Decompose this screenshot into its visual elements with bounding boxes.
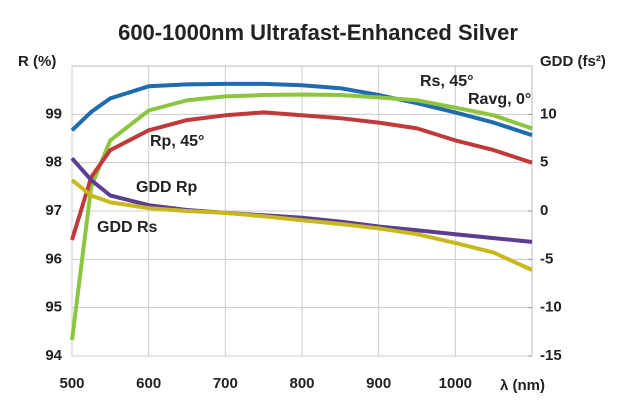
y2-tick-label: -5 (540, 250, 553, 267)
series-label: Ravg, 0° (468, 91, 531, 108)
series-label: GDD Rp (136, 179, 198, 196)
y-tick-label: 98 (45, 154, 62, 171)
y2-axis-label: GDD (fs²) (540, 53, 606, 70)
series-line (70, 92, 533, 341)
series-label: GDD Rs (97, 219, 158, 236)
y-tick-label: 96 (45, 250, 62, 267)
y-tick-label: 99 (45, 105, 62, 122)
x-tick-label: 1000 (439, 375, 472, 392)
x-axis-label: λ (nm) (500, 377, 545, 394)
y2-tick-label: -10 (540, 299, 562, 316)
y2-tick-label: 0 (540, 202, 548, 219)
series-line (70, 178, 533, 272)
chart-title: 600-1000nm Ultrafast-Enhanced Silver (118, 20, 518, 45)
y2-tick-label: -15 (540, 347, 562, 364)
x-tick-label: 600 (136, 375, 161, 392)
x-tick-label: 700 (213, 375, 238, 392)
x-tick-label: 900 (366, 375, 391, 392)
y-tick-label: 97 (45, 202, 62, 219)
x-tick-label: 800 (289, 375, 314, 392)
y-tick-label: 95 (45, 299, 62, 316)
y-tick-label: 94 (45, 347, 62, 364)
series-label: Rs, 45° (420, 73, 474, 90)
x-tick-label: 500 (59, 375, 84, 392)
y2-tick-label: 5 (540, 154, 548, 171)
y2-tick-label: 10 (540, 105, 557, 122)
series-label: Rp, 45° (150, 133, 204, 150)
series-line (70, 81, 533, 138)
series-line (70, 110, 533, 241)
y-axis-label: R (%) (18, 53, 56, 70)
